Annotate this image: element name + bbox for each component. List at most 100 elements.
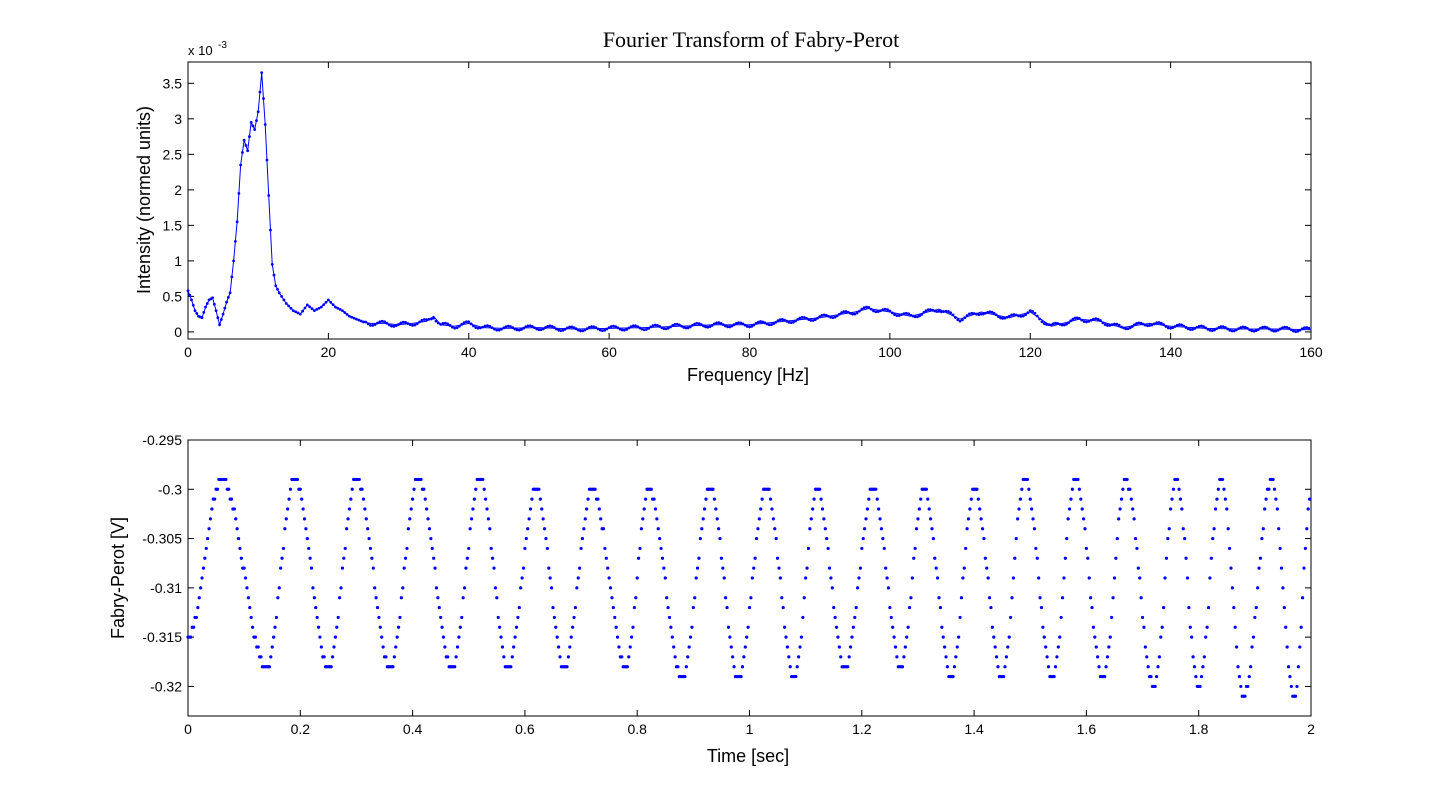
top-data-point <box>1071 317 1075 321</box>
top-data-point <box>1052 322 1055 325</box>
bottom-data-point <box>1190 635 1194 639</box>
bottom-data-point <box>1112 576 1117 580</box>
top-data-point <box>469 322 473 326</box>
bottom-data-point <box>1261 527 1265 531</box>
top-data-point <box>706 325 710 329</box>
bottom-data-point <box>455 645 460 649</box>
top-data-point <box>488 324 492 328</box>
top-data-point <box>1259 326 1262 330</box>
top-data-point <box>913 315 917 319</box>
top-data-point <box>509 325 512 328</box>
bottom-data-point <box>992 635 996 639</box>
top-data-point <box>408 323 412 327</box>
top-data-point <box>550 324 554 328</box>
bottom-data-point <box>253 635 257 639</box>
bottom-data-point <box>740 665 745 669</box>
top-data-point <box>897 314 901 317</box>
bottom-data-point <box>1159 635 1163 639</box>
top-data-point <box>355 317 358 321</box>
top-data-point <box>1248 328 1251 332</box>
top-data-point <box>548 324 552 328</box>
bottom-data-point <box>259 655 263 659</box>
bottom-data-point <box>1079 497 1083 501</box>
bottom-data-point <box>749 596 753 600</box>
bottom-data-point <box>641 517 645 521</box>
top-data-point <box>1096 317 1100 321</box>
top-data-point <box>329 300 333 304</box>
bottom-data-point <box>429 536 433 541</box>
bottom-data-point <box>927 507 931 511</box>
bottom-data-point <box>607 576 611 580</box>
bottom-data-point <box>366 527 370 531</box>
bottom-data-point <box>552 615 556 620</box>
bottom-data-point <box>839 655 843 659</box>
top-data-point <box>655 323 659 327</box>
top-data-point <box>1228 328 1232 332</box>
bottom-data-point <box>781 605 785 610</box>
bottom-data-point <box>1010 596 1014 600</box>
top-data-point <box>867 306 871 309</box>
top-data-point <box>1124 327 1128 331</box>
bottom-data-point <box>1032 527 1037 531</box>
top-data-point <box>448 324 452 327</box>
top-data-point <box>223 306 227 310</box>
bottom-data-point <box>952 665 957 669</box>
top-data-point <box>439 322 443 326</box>
top-data-point <box>723 324 727 328</box>
top-data-point <box>1254 329 1258 333</box>
top-data-point <box>1133 323 1136 327</box>
bottom-data-point <box>797 655 801 659</box>
bottom-data-point <box>399 596 403 600</box>
top-data-point <box>359 319 363 323</box>
bottom-data-point <box>739 674 743 679</box>
bottom-data-point <box>243 576 248 580</box>
bottom-data-point <box>1220 477 1225 482</box>
bottom-data-point <box>818 487 822 491</box>
top-data-point <box>781 318 784 321</box>
top-data-point <box>942 310 946 313</box>
bottom-data-point <box>879 527 884 531</box>
top-data-point <box>493 327 496 331</box>
top-data-point <box>465 320 468 324</box>
top-data-point <box>693 322 697 326</box>
bottom-data-point <box>672 645 676 649</box>
bottom-data-point <box>757 517 761 521</box>
bottom-data-point <box>837 645 841 649</box>
top-data-point <box>590 325 593 329</box>
bottom-x-tick-label: 1 <box>746 721 754 737</box>
bottom-data-point <box>462 586 467 590</box>
bottom-data-point <box>360 487 364 491</box>
top-data-point <box>798 316 802 320</box>
bottom-data-point <box>460 615 464 620</box>
bottom-data-point <box>1063 556 1067 560</box>
top-data-point <box>926 308 930 312</box>
bottom-data-point <box>464 566 468 570</box>
bottom-data-point <box>1133 536 1138 541</box>
top-data-point <box>829 315 833 319</box>
top-data-point <box>623 328 626 332</box>
top-data-point <box>263 123 267 126</box>
bottom-data-point <box>458 625 462 629</box>
top-data-point <box>979 312 983 316</box>
bottom-data-point <box>343 546 347 551</box>
top-data-point <box>874 310 878 314</box>
top-data-point <box>528 324 532 328</box>
bottom-data-point <box>1035 556 1039 560</box>
top-data-point <box>1175 323 1179 327</box>
top-data-point <box>765 322 769 326</box>
bottom-data-point <box>775 556 780 560</box>
bottom-data-point <box>940 625 944 629</box>
top-data-point <box>1210 329 1214 332</box>
bottom-data-point <box>311 586 315 590</box>
bottom-data-point <box>1025 477 1030 482</box>
bottom-data-point <box>295 477 300 482</box>
top-data-point <box>366 322 370 326</box>
bottom-data-point <box>768 497 773 501</box>
bottom-data-point <box>666 605 670 610</box>
top-data-point <box>1106 324 1109 327</box>
top-data-point <box>660 326 664 330</box>
top-data-point <box>420 318 424 322</box>
top-data-point <box>961 318 964 322</box>
bottom-y-tick-label: -0.295 <box>142 432 182 448</box>
bottom-data-point <box>1077 487 1081 491</box>
